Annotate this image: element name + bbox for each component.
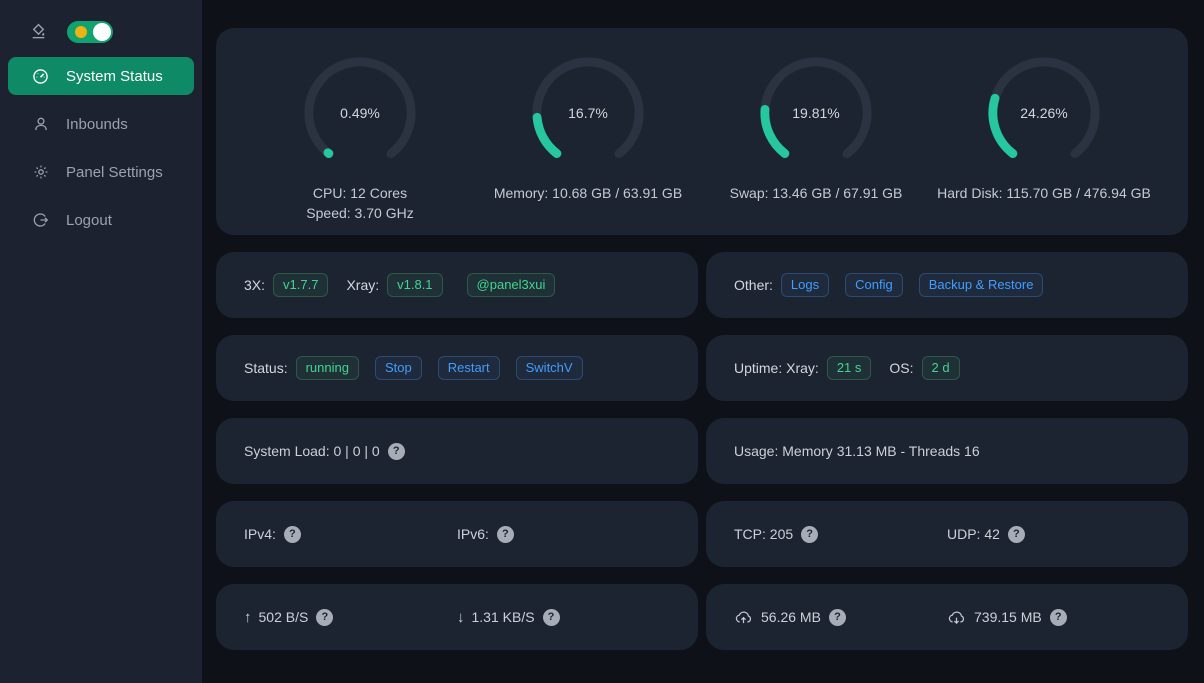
xray-label: Xray:: [346, 277, 380, 293]
help-icon[interactable]: ?: [801, 525, 819, 543]
user-icon: [32, 116, 49, 132]
status-running-badge: running: [295, 356, 359, 380]
sidebar-item-label: System Status: [66, 67, 163, 85]
help-icon[interactable]: ?: [542, 608, 560, 626]
tcp-count: TCP: 205: [734, 526, 794, 542]
restart-button[interactable]: Restart: [437, 356, 500, 380]
cpu-percent: 0.49%: [340, 105, 380, 121]
memory-percent: 16.7%: [568, 105, 608, 121]
traffic-totals-card: 56.26 MB ? 739.15 MB ?: [706, 584, 1188, 650]
system-gauges-card: 0.49% CPU: 12 Cores Speed: 3.70 GHz 16.7…: [216, 28, 1188, 235]
sidebar: System Status Inbounds: [0, 0, 202, 683]
help-icon[interactable]: ?: [387, 442, 405, 460]
ipv4-section: IPv4: ?: [244, 525, 457, 543]
upload-total-section: 56.26 MB ?: [734, 608, 947, 626]
upload-speed-section: ↑ 502 B/S ?: [244, 608, 457, 626]
uptime-card: Uptime: Xray: 21 s OS: 2 d: [706, 335, 1188, 401]
sidebar-item-label: Inbounds: [66, 115, 128, 133]
other-label: Other:: [734, 277, 773, 293]
memory-gauge: 16.7% Memory: 10.68 GB / 63.91 GB: [474, 54, 702, 203]
ipv4-label: IPv4:: [244, 526, 276, 542]
udp-count: UDP: 42: [947, 526, 1000, 542]
sidebar-item-system-status[interactable]: System Status: [8, 57, 194, 95]
theme-fill-icon: [30, 23, 47, 40]
sidebar-item-panel-settings[interactable]: Panel Settings: [8, 153, 194, 191]
sidebar-nav: System Status Inbounds: [0, 57, 202, 239]
xray-uptime-badge: 21 s: [826, 356, 872, 380]
other-card: Other: Logs Config Backup & Restore: [706, 252, 1188, 318]
download-total: 739.15 MB: [974, 609, 1042, 625]
dashboard-icon: [32, 68, 49, 85]
help-icon[interactable]: ?: [1049, 608, 1067, 626]
swap-gauge: 19.81% Swap: 13.46 GB / 67.91 GB: [702, 54, 930, 203]
arrow-up-icon: ↑: [244, 608, 252, 626]
config-button[interactable]: Config: [845, 273, 903, 297]
telegram-link-tag[interactable]: @panel3xui: [466, 273, 556, 297]
xray-status-card: Status: running Stop Restart SwitchV: [216, 335, 698, 401]
disk-percent: 24.26%: [1020, 105, 1068, 121]
sidebar-item-label: Logout: [66, 211, 112, 229]
download-speed-section: ↓ 1.31 KB/S ?: [457, 608, 670, 626]
connections-card: TCP: 205 ? UDP: 42 ?: [706, 501, 1188, 567]
gear-icon: [32, 164, 49, 180]
usage-text: Usage: Memory 31.13 MB - Threads 16: [734, 443, 980, 459]
os-uptime-badge: 2 d: [921, 356, 960, 380]
upload-total: 56.26 MB: [761, 609, 821, 625]
toggle-knob: [93, 22, 111, 41]
versions-card: 3X: v1.7.7 Xray: v1.8.1 @panel3xui: [216, 252, 698, 318]
sidebar-item-label: Panel Settings: [66, 163, 163, 181]
help-icon[interactable]: ?: [496, 525, 514, 543]
ipv6-label: IPv6:: [457, 526, 489, 542]
download-speed: 1.31 KB/S: [471, 609, 535, 625]
xray-version-tag[interactable]: v1.8.1: [387, 273, 443, 297]
help-icon[interactable]: ?: [283, 525, 301, 543]
ipv6-section: IPv6: ?: [457, 525, 670, 543]
status-label: Status:: [244, 360, 288, 376]
switch-version-button[interactable]: SwitchV: [515, 356, 583, 380]
uptime-xray-label: Uptime: Xray:: [734, 360, 819, 376]
disk-label: Hard Disk: 115.70 GB / 476.94 GB: [937, 185, 1151, 201]
main-content: 0.49% CPU: 12 Cores Speed: 3.70 GHz 16.7…: [202, 0, 1204, 683]
ip-card: IPv4: ? IPv6: ?: [216, 501, 698, 567]
cpu-label: CPU: 12 Cores Speed: 3.70 GHz: [306, 185, 414, 221]
udp-section: UDP: 42 ?: [947, 525, 1160, 543]
cloud-download-icon: [947, 609, 966, 625]
upload-speed: 502 B/S: [258, 609, 309, 625]
help-icon[interactable]: ?: [828, 608, 846, 626]
sidebar-item-inbounds[interactable]: Inbounds: [8, 105, 194, 143]
memory-label: Memory: 10.68 GB / 63.91 GB: [493, 185, 683, 201]
logs-button[interactable]: Logs: [780, 273, 830, 297]
dark-mode-toggle[interactable]: [67, 20, 113, 43]
3x-version-tag[interactable]: v1.7.7: [273, 273, 329, 297]
logout-icon: [32, 212, 49, 228]
sidebar-top: [0, 0, 202, 48]
arrow-down-icon: ↓: [457, 608, 465, 626]
os-label: OS:: [889, 360, 914, 376]
swap-label: Swap: 13.46 GB / 67.91 GB: [729, 185, 903, 201]
3x-label: 3X:: [244, 277, 266, 293]
sidebar-item-logout[interactable]: Logout: [8, 201, 194, 239]
help-icon[interactable]: ?: [316, 608, 334, 626]
sun-icon: [75, 25, 87, 38]
help-icon[interactable]: ?: [1007, 525, 1025, 543]
swap-percent: 19.81%: [792, 105, 840, 121]
system-load-card: System Load: 0 | 0 | 0 ?: [216, 418, 698, 484]
stop-button[interactable]: Stop: [374, 356, 422, 380]
usage-card: Usage: Memory 31.13 MB - Threads 16: [706, 418, 1188, 484]
backup-restore-button[interactable]: Backup & Restore: [918, 273, 1044, 297]
cpu-gauge: 0.49% CPU: 12 Cores Speed: 3.70 GHz: [246, 54, 474, 223]
cloud-upload-icon: [734, 609, 753, 625]
tcp-section: TCP: 205 ?: [734, 525, 947, 543]
download-total-section: 739.15 MB ?: [947, 608, 1160, 626]
network-speed-card: ↑ 502 B/S ? ↓ 1.31 KB/S ?: [216, 584, 698, 650]
disk-gauge: 24.26% Hard Disk: 115.70 GB / 476.94 GB: [930, 54, 1158, 203]
system-load-text: System Load: 0 | 0 | 0: [244, 443, 380, 459]
